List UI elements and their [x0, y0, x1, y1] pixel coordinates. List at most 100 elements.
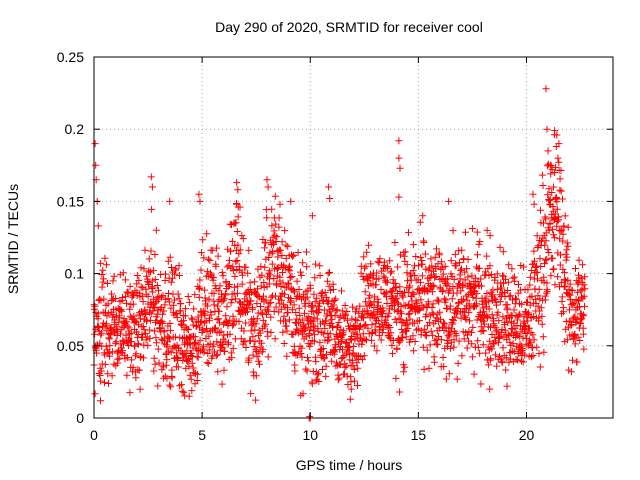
data-point — [175, 295, 183, 303]
data-point — [199, 325, 207, 333]
data-point — [99, 266, 107, 274]
data-point — [304, 357, 312, 365]
data-point — [136, 385, 144, 393]
data-point — [222, 312, 230, 320]
data-point — [256, 360, 263, 368]
data-point — [105, 380, 112, 387]
data-point — [290, 301, 298, 309]
data-point — [429, 281, 437, 289]
data-point — [424, 322, 431, 330]
data-point — [129, 300, 137, 308]
x-tick-label: 20 — [519, 427, 535, 443]
data-point — [560, 308, 567, 316]
data-point — [571, 340, 579, 348]
data-point — [526, 301, 534, 309]
data-point — [504, 319, 512, 327]
data-point — [567, 368, 575, 376]
data-point — [301, 302, 309, 310]
data-point — [169, 301, 177, 309]
data-point — [519, 345, 527, 353]
data-point — [466, 317, 474, 325]
data-point — [528, 353, 535, 361]
data-point — [496, 332, 504, 340]
data-point — [543, 289, 550, 297]
data-point — [498, 284, 506, 292]
data-point — [329, 286, 337, 293]
data-point — [581, 302, 588, 310]
data-point — [101, 351, 109, 359]
data-point — [225, 339, 232, 347]
data-point — [540, 219, 547, 227]
data-point — [506, 338, 514, 346]
data-point — [213, 351, 221, 359]
data-point — [332, 362, 340, 370]
data-point — [490, 294, 498, 302]
data-point — [445, 370, 453, 378]
data-point — [429, 300, 437, 308]
data-point — [256, 344, 264, 352]
data-point — [432, 340, 440, 348]
data-point — [477, 275, 485, 283]
data-point — [581, 285, 589, 293]
data-point — [184, 326, 192, 334]
data-point — [152, 334, 160, 342]
data-point — [166, 253, 174, 261]
data-point — [433, 314, 441, 322]
data-point — [216, 282, 224, 290]
data-point — [270, 227, 278, 235]
data-point — [570, 334, 578, 342]
data-point — [123, 354, 131, 361]
data-point — [115, 314, 123, 322]
data-point — [109, 277, 117, 285]
data-point — [504, 278, 512, 286]
data-point — [226, 281, 234, 288]
data-point — [249, 368, 257, 376]
data-point — [235, 318, 243, 326]
data-point — [339, 353, 347, 361]
data-point — [257, 263, 265, 271]
data-point — [362, 298, 370, 306]
data-point — [188, 387, 196, 395]
data-point — [377, 336, 385, 344]
data-point — [335, 374, 343, 382]
data-point — [231, 335, 239, 343]
data-point — [438, 258, 446, 266]
data-point — [341, 363, 349, 371]
data-point — [304, 354, 311, 362]
data-point — [567, 322, 575, 330]
data-point — [210, 301, 218, 309]
data-point — [444, 339, 452, 347]
data-point — [461, 314, 469, 322]
data-point — [110, 272, 118, 280]
data-point — [348, 333, 356, 340]
data-point — [229, 263, 237, 271]
data-point — [542, 256, 550, 264]
data-point — [267, 313, 275, 321]
data-point — [416, 305, 424, 313]
data-point — [132, 374, 140, 382]
data-point — [580, 292, 588, 300]
data-point — [551, 127, 559, 135]
data-point — [173, 341, 181, 349]
data-point — [281, 290, 288, 298]
data-point — [227, 299, 235, 307]
data-point — [491, 274, 499, 281]
data-point — [217, 327, 225, 335]
data-point — [273, 264, 281, 272]
data-point — [450, 343, 458, 351]
data-point — [202, 317, 210, 325]
data-point — [102, 261, 110, 269]
data-point — [348, 357, 356, 365]
data-point — [562, 250, 570, 258]
data-point — [214, 302, 222, 310]
data-point — [450, 316, 458, 324]
data-point — [396, 388, 404, 396]
data-point — [466, 304, 474, 312]
data-point — [264, 332, 272, 340]
data-point — [443, 282, 451, 290]
data-point — [265, 254, 273, 261]
data-point — [438, 288, 446, 295]
data-point — [278, 252, 286, 259]
data-point — [247, 297, 255, 305]
data-point — [368, 336, 376, 344]
